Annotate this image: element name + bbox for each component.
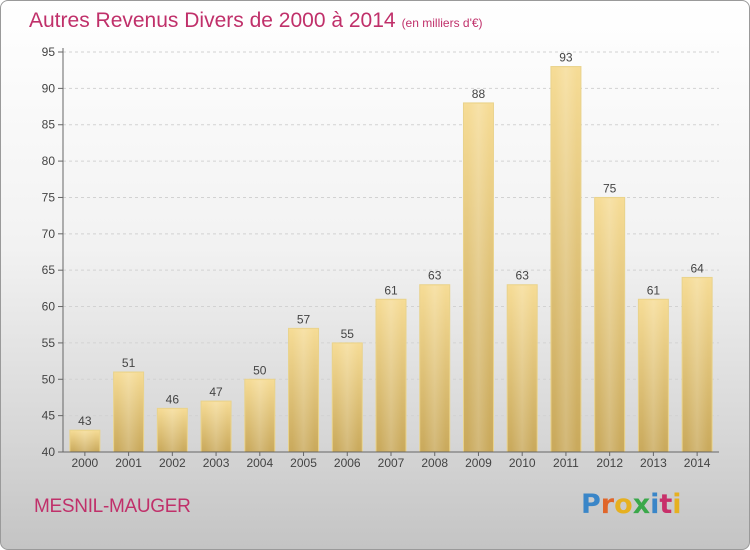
x-tick-label: 2003 [203,456,230,470]
bar-shine [161,409,184,451]
y-tick-label: 60 [42,300,56,314]
y-tick-label: 50 [42,372,56,386]
bar-shine [336,343,359,451]
data-label: 46 [166,392,180,406]
data-label: 57 [297,312,311,326]
y-tick-label: 70 [42,227,56,241]
x-tick-label: 2001 [115,456,142,470]
data-label: 55 [341,327,355,341]
bar-shine [686,278,709,451]
x-tick-label: 2005 [290,456,317,470]
bar-shine [73,431,96,451]
data-label: 51 [122,356,136,370]
x-tick-label: 2014 [684,456,711,470]
bar-shine [554,67,577,451]
bar-shine [598,198,621,451]
bar-shine [380,300,402,451]
logo-letter: o [614,489,633,520]
data-label: 63 [428,269,442,283]
y-tick-label: 95 [42,45,56,59]
x-tick-label: 2011 [553,456,579,470]
proxiti-logo: Proxiti [581,489,691,523]
logo-letter: P [581,489,601,520]
data-label: 61 [384,283,398,297]
x-tick-label: 2000 [72,456,99,470]
x-tick-label: 2002 [159,456,186,470]
bar-shine [511,285,534,451]
x-tick-label: 2013 [640,456,667,470]
bar-shine [292,329,315,451]
data-label: 93 [559,51,573,65]
y-tick-label: 75 [42,190,56,204]
y-tick-label: 65 [42,263,56,277]
x-tick-label: 2012 [596,456,623,470]
bar-shine [642,300,665,451]
y-tick-label: 80 [42,154,56,168]
x-tick-label: 2007 [378,456,405,470]
data-label: 47 [209,385,223,399]
bars-layer: 43 51 46 47 50 57 55 61 63 88 63 93 75 61 64 [69,51,713,453]
logo-letter: x [632,489,651,520]
bar-shine [117,373,140,451]
y-tick-label: 45 [42,409,56,423]
x-tick-label: 2009 [465,456,492,470]
bar-shine [423,285,446,451]
y-tick-label: 90 [42,81,56,95]
data-label: 50 [253,363,267,377]
chart-title: Autres Revenus Divers de 2000 à 2014 (en … [29,9,483,33]
bar-shine [248,380,271,451]
chart-title-main: Autres Revenus Divers de 2000 à 2014 [29,9,396,32]
data-label: 43 [78,414,92,428]
logo-letter: r [600,489,615,520]
y-tick-label: 40 [42,445,56,459]
chart-title-unit: (en milliers d'€) [401,16,483,30]
data-label: 75 [603,181,617,195]
bar-shine [467,103,490,451]
y-tick-label: 85 [42,118,56,132]
y-tick-label: 55 [42,336,56,350]
logo-letter: t [659,489,673,520]
data-label: 64 [690,261,704,275]
x-tick-label: 2010 [509,456,536,470]
data-label: 63 [516,269,530,283]
x-tick-label: 2008 [421,456,448,470]
axis-layer: 40 45 50 55 60 65 70 75 80 85 90 95 2000 2001 2002 2003… [42,45,719,470]
bar-shine [205,402,228,451]
data-label: 88 [472,87,486,101]
data-label: 61 [647,283,661,297]
commune-name: MESNIL-MAUGER [34,496,191,517]
logo-letter: i [650,489,660,520]
x-tick-label: 2006 [334,456,361,470]
x-tick-label: 2004 [246,456,273,470]
logo-letter: i [672,489,682,520]
